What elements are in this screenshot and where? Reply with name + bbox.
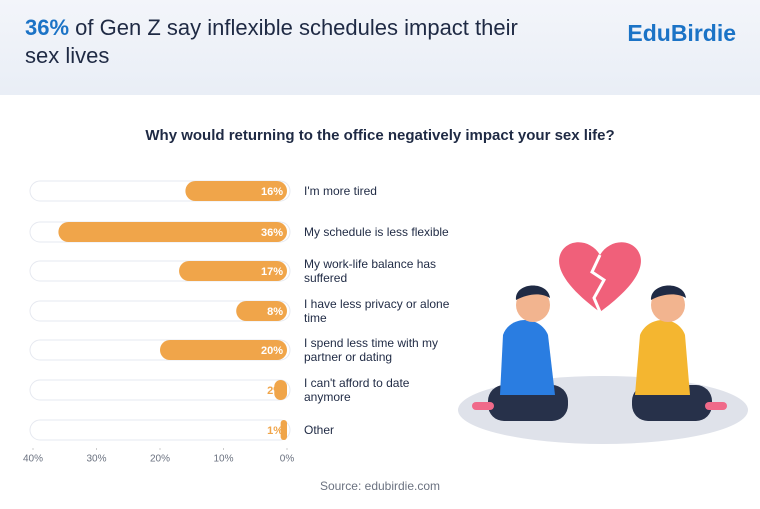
value-label: 1%	[267, 425, 283, 437]
x-tick-label: 10%	[213, 454, 233, 465]
category-label: I have less privacy or alone time	[304, 297, 450, 325]
header: 36% of Gen Z say inflexible schedules im…	[0, 0, 760, 95]
bar	[280, 420, 287, 440]
bar	[236, 301, 287, 321]
value-label: 17%	[261, 266, 283, 278]
bar	[274, 380, 287, 400]
source: Source: edubirdie.com	[320, 479, 440, 493]
category-label: My schedule is less flexible	[304, 225, 449, 239]
bar	[58, 222, 288, 242]
x-tick-label: 20%	[150, 454, 170, 465]
value-label: 8%	[267, 306, 283, 318]
x-tick-label: 0%	[280, 454, 295, 465]
category-label: Other	[304, 423, 335, 437]
brand-logo: EduBirdie	[627, 20, 736, 46]
bar-track	[29, 379, 291, 401]
chart-title: Why would returning to the office negati…	[145, 127, 614, 144]
category-label: My work-life balance has suffered	[304, 257, 437, 285]
category-label: I can't afford to date anymore	[304, 376, 410, 404]
x-tick-label: 40%	[23, 454, 43, 465]
value-label: 2%	[267, 385, 283, 397]
bar	[179, 261, 287, 281]
headline-text: of Gen Z say inflexible schedules impact…	[25, 15, 518, 68]
headline: 36% of Gen Z say inflexible schedules im…	[25, 14, 545, 70]
bar	[185, 181, 287, 201]
value-label: 16%	[261, 186, 283, 198]
bar-track	[29, 300, 291, 322]
category-label: I'm more tired	[304, 184, 377, 198]
bar-track	[29, 419, 291, 441]
value-label: 20%	[261, 345, 283, 357]
bar	[160, 340, 287, 360]
headline-highlight: 36%	[25, 15, 70, 40]
value-label: 36%	[261, 227, 283, 239]
category-label: I spend less time with my partner or dat…	[304, 336, 439, 364]
x-tick-label: 30%	[86, 454, 106, 465]
illustration	[458, 242, 748, 444]
